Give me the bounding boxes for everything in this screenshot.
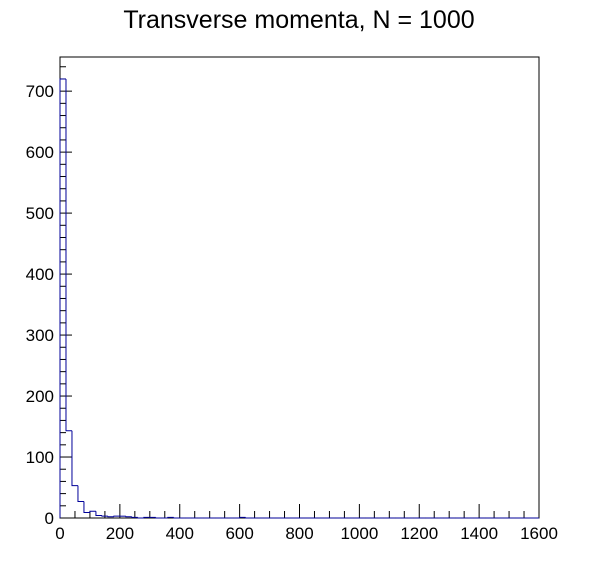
- histogram-bin: [239, 516, 246, 518]
- x-axis: 0 200 400 600 800 1000 1200 1400 1600: [55, 504, 558, 543]
- histogram-bin: [167, 516, 174, 518]
- x-tick-label: 600: [225, 524, 253, 543]
- histogram-bin: [125, 516, 132, 518]
- histogram-bin: [107, 516, 114, 518]
- plot-frame: [59, 56, 540, 519]
- y-tick-label: 300: [26, 326, 54, 345]
- histogram-bin: [155, 517, 162, 519]
- histogram-bin: [143, 516, 150, 518]
- histogram-bin: [113, 515, 120, 517]
- histogram-bin: [173, 517, 180, 519]
- histogram-bin: [77, 485, 84, 503]
- x-tick-label: 800: [285, 524, 313, 543]
- x-tick-label: 1200: [400, 524, 438, 543]
- x-tick-label: 0: [55, 524, 64, 543]
- y-tick-label: 600: [26, 143, 54, 162]
- y-tick-label: 700: [26, 82, 54, 101]
- histogram-bin: [89, 510, 96, 513]
- y-tick-label: 0: [45, 509, 54, 528]
- y-tick-label: 100: [26, 448, 54, 467]
- y-tick-label: 200: [26, 387, 54, 406]
- histogram-bin: [131, 516, 138, 518]
- x-tick-label: 200: [106, 524, 134, 543]
- histogram-bin: [83, 501, 90, 514]
- histogram-bin: [245, 517, 252, 519]
- histogram-bin: [59, 78, 66, 518]
- histogram-bin: [101, 515, 108, 517]
- x-tick-label: 400: [166, 524, 194, 543]
- histogram-bin: [65, 78, 72, 432]
- y-axis: 0 100 200 300 400 500 600 700: [26, 66, 72, 528]
- histogram-bin: [71, 430, 78, 487]
- y-tick-label: 400: [26, 265, 54, 284]
- x-tick-label: 1000: [340, 524, 378, 543]
- x-tick-label: 1600: [520, 524, 558, 543]
- histogram-bin: [95, 511, 102, 517]
- histogram-bin: [137, 517, 144, 519]
- x-tick-label: 1400: [460, 524, 498, 543]
- histogram-series: [59, 78, 539, 519]
- chart-title: Transverse momenta, N = 1000: [123, 6, 474, 34]
- y-tick-label: 500: [26, 204, 54, 223]
